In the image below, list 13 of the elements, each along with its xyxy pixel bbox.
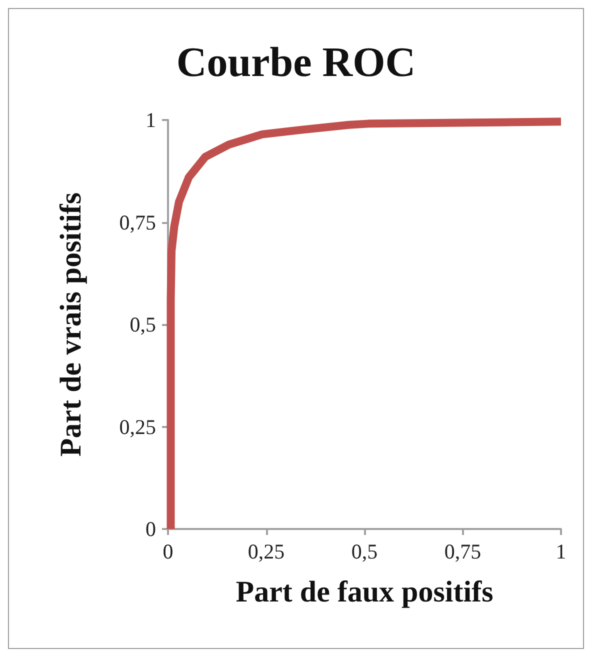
x-tick-label: 0,25 (248, 540, 285, 564)
y-tick-label: 0,5 (130, 312, 156, 336)
x-tick-label: 0 (162, 540, 174, 564)
y-tick-label: 0,25 (119, 414, 156, 439)
x-tick-label: 0,75 (444, 540, 482, 564)
chart-title: Courbe ROC (176, 40, 416, 86)
y-tick-label: 1 (146, 108, 156, 132)
x-tick-label: 0,5 (351, 540, 378, 564)
x-axis-title: Part de faux positifs (236, 576, 494, 608)
x-tick-label: 1 (556, 540, 566, 564)
y-tick-label: 0 (146, 517, 156, 541)
y-tick-label: 0,75 (119, 210, 156, 234)
y-axis-title: Part de vrais positifs (54, 192, 88, 457)
